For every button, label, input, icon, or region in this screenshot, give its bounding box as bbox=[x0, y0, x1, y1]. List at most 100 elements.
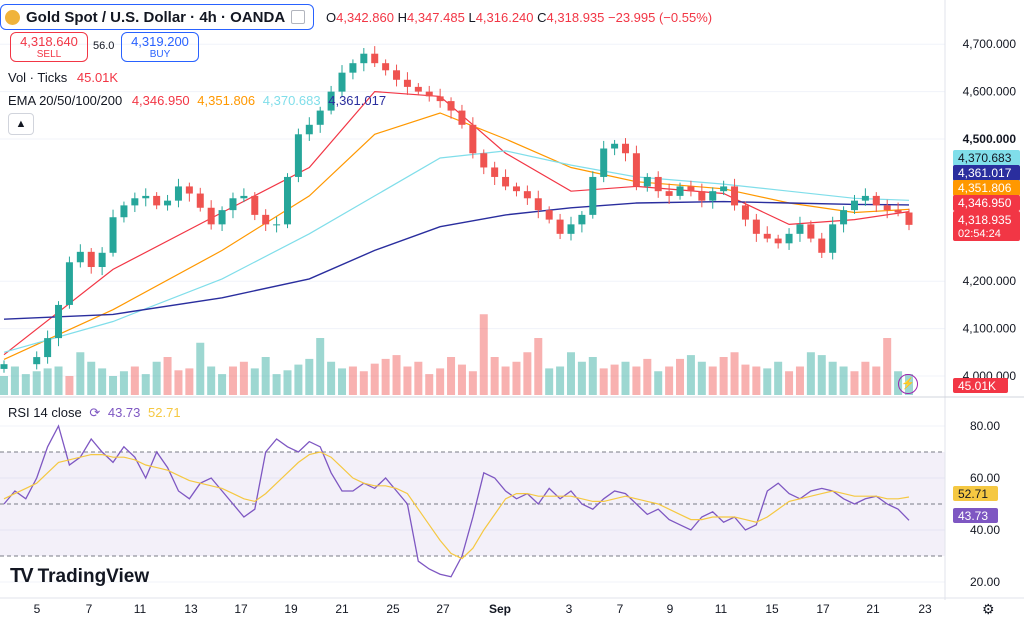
candle-body bbox=[218, 210, 226, 225]
time-tick-label: 23 bbox=[918, 602, 932, 616]
candle-body bbox=[741, 205, 749, 220]
volume-bar bbox=[316, 338, 325, 395]
volume-bar bbox=[490, 357, 499, 395]
candle-body bbox=[447, 101, 455, 111]
countdown-text: 02:54:24 bbox=[958, 228, 1001, 240]
rsi-tick-label: 60.00 bbox=[970, 471, 1000, 485]
last-price-badge bbox=[953, 211, 1020, 241]
candle-body bbox=[262, 214, 270, 225]
candle-body bbox=[414, 86, 422, 92]
volume-bar bbox=[272, 374, 281, 395]
volume-bar bbox=[828, 361, 837, 395]
candle-body bbox=[556, 219, 564, 234]
volume-bar bbox=[174, 370, 183, 395]
time-tick-label: 3 bbox=[566, 602, 573, 616]
time-tick-label: 11 bbox=[134, 602, 147, 616]
time-tick-label: 7 bbox=[86, 602, 93, 616]
rsi-badge bbox=[953, 508, 998, 523]
volume-bar bbox=[0, 376, 8, 395]
candle-body bbox=[131, 198, 139, 206]
rsi-ma-legend-value: 52.71 bbox=[148, 405, 181, 420]
flag-icon[interactable] bbox=[291, 10, 306, 24]
volume-bar bbox=[654, 371, 663, 395]
buy-price: 4,319.200 bbox=[131, 34, 189, 49]
volume-bar bbox=[643, 358, 652, 395]
buy-button[interactable]: 4,319.200 BUY bbox=[121, 32, 199, 62]
time-tick-label: 25 bbox=[386, 602, 400, 616]
symbol-title-text: Gold Spot / U.S. Dollar · 4h · OANDA bbox=[26, 8, 286, 26]
rsi-ma-line bbox=[3, 451, 910, 560]
volume-bar bbox=[370, 363, 379, 395]
candle-body bbox=[861, 195, 869, 201]
candle-body bbox=[305, 124, 313, 135]
candle-body bbox=[120, 205, 128, 218]
candle-body bbox=[273, 224, 281, 226]
candle-body bbox=[687, 186, 695, 192]
candle-body bbox=[545, 210, 553, 220]
price-tick-label: 4,100.000 bbox=[963, 322, 1017, 336]
tradingview-logo[interactable]: TV TradingView bbox=[10, 565, 149, 588]
rsi-tick-label: 40.00 bbox=[970, 523, 1000, 537]
gold-icon bbox=[5, 9, 20, 25]
volume-bar bbox=[359, 371, 368, 395]
price-badge bbox=[953, 195, 1020, 211]
volume-bar bbox=[152, 361, 161, 395]
volume-bar bbox=[436, 368, 445, 395]
candle-body bbox=[425, 91, 433, 97]
volume-bar bbox=[512, 361, 521, 395]
close-value: 4,318.935 bbox=[546, 10, 605, 25]
collapse-legend-button[interactable]: ▲ bbox=[8, 113, 34, 135]
volume-bar bbox=[785, 371, 794, 395]
time-tick-label: 17 bbox=[234, 602, 248, 616]
refresh-icon[interactable]: ⟳ bbox=[89, 405, 101, 420]
volume-bar bbox=[98, 368, 107, 395]
settings-icon[interactable]: ⚙ bbox=[982, 601, 995, 617]
candle-body bbox=[632, 153, 640, 187]
candle-body bbox=[371, 53, 379, 64]
volume-bar bbox=[545, 368, 554, 395]
volume-bar bbox=[392, 355, 401, 395]
time-tick-label: 27 bbox=[436, 602, 450, 616]
ema-legend[interactable]: EMA 20/50/100/200 4,346.950 4,351.806 4,… bbox=[8, 93, 386, 108]
candle-body bbox=[894, 210, 902, 213]
volume-bar bbox=[599, 368, 608, 395]
candle-body bbox=[251, 195, 259, 215]
candle-body bbox=[643, 176, 651, 187]
rsi-legend[interactable]: RSI 14 close ⟳ 43.73 52.71 bbox=[8, 405, 181, 421]
candle-body bbox=[512, 186, 520, 192]
symbol-title[interactable]: Gold Spot / U.S. Dollar · 4h · OANDA bbox=[0, 4, 315, 30]
volume-bar bbox=[741, 364, 750, 395]
lightning-icon[interactable]: ⚡ bbox=[898, 374, 918, 394]
volume-bar bbox=[774, 361, 783, 395]
volume-bar bbox=[163, 357, 172, 395]
price-tick-label: 4,200.000 bbox=[963, 274, 1017, 288]
sell-button[interactable]: 4,318.640 SELL bbox=[10, 32, 88, 62]
spread-value: 56.0 bbox=[93, 40, 115, 52]
volume-bar bbox=[403, 366, 412, 395]
price-tick-label: 4,600.000 bbox=[963, 85, 1017, 99]
volume-bar bbox=[883, 338, 892, 395]
time-tick-label: 15 bbox=[765, 602, 779, 616]
candle-body bbox=[109, 217, 117, 253]
volume-bar bbox=[719, 357, 728, 395]
volume-bar bbox=[381, 358, 390, 395]
candle-body bbox=[327, 91, 335, 111]
candle-body bbox=[164, 200, 172, 206]
volume-bar bbox=[294, 364, 303, 395]
volume-bar bbox=[523, 352, 532, 395]
candle-body bbox=[818, 238, 826, 253]
price-badge bbox=[953, 165, 1020, 181]
candle-body bbox=[174, 186, 182, 201]
candle-body bbox=[98, 252, 106, 268]
volume-bar bbox=[65, 376, 74, 395]
volume-legend[interactable]: Vol · Ticks 45.01K bbox=[8, 70, 118, 85]
candle-body bbox=[87, 251, 95, 268]
volume-bar bbox=[228, 366, 237, 395]
candle-body bbox=[796, 224, 804, 234]
volume-bar bbox=[261, 357, 270, 395]
ema20-value: 4,346.950 bbox=[131, 93, 190, 108]
candle-body bbox=[698, 191, 706, 201]
candle-body bbox=[33, 357, 41, 365]
time-tick-label: 13 bbox=[184, 602, 198, 616]
